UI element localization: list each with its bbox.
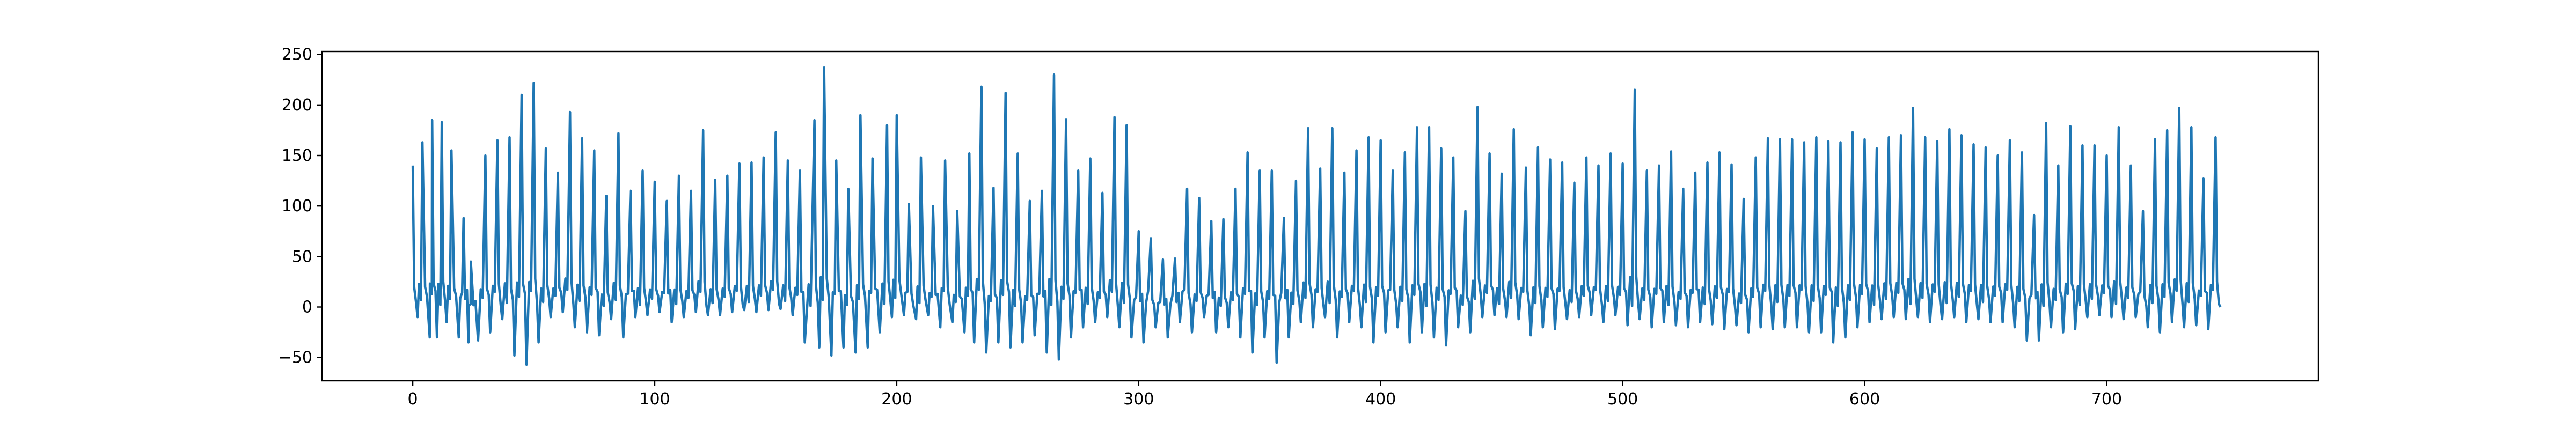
series-line-0 <box>411 66 2222 366</box>
y-tick-label: 150 <box>282 146 312 165</box>
y-tick-label: 250 <box>282 46 312 64</box>
x-tick-label: 700 <box>2091 390 2122 409</box>
x-tick-label: 0 <box>408 390 418 409</box>
x-tick-label: 300 <box>1123 390 1154 409</box>
axes-layer: 0 100 200 300 400 500 600 700 −50 0 50 100 150 200 250 <box>279 46 2319 409</box>
y-tick-label: 50 <box>292 247 312 266</box>
x-tick-label: 500 <box>1607 390 1638 409</box>
y-tick-label: 100 <box>282 197 312 216</box>
axes-frame <box>321 50 2319 382</box>
y-tick-label: −50 <box>279 349 312 367</box>
series-layer <box>411 66 2222 366</box>
y-tick-label: 0 <box>302 298 312 317</box>
x-tick-label: 200 <box>881 390 912 409</box>
x-tick-label: 100 <box>639 390 670 409</box>
x-tick-label: 600 <box>1849 390 1880 409</box>
y-tick-label: 200 <box>282 96 312 115</box>
x-tick-label: 400 <box>1365 390 1396 409</box>
